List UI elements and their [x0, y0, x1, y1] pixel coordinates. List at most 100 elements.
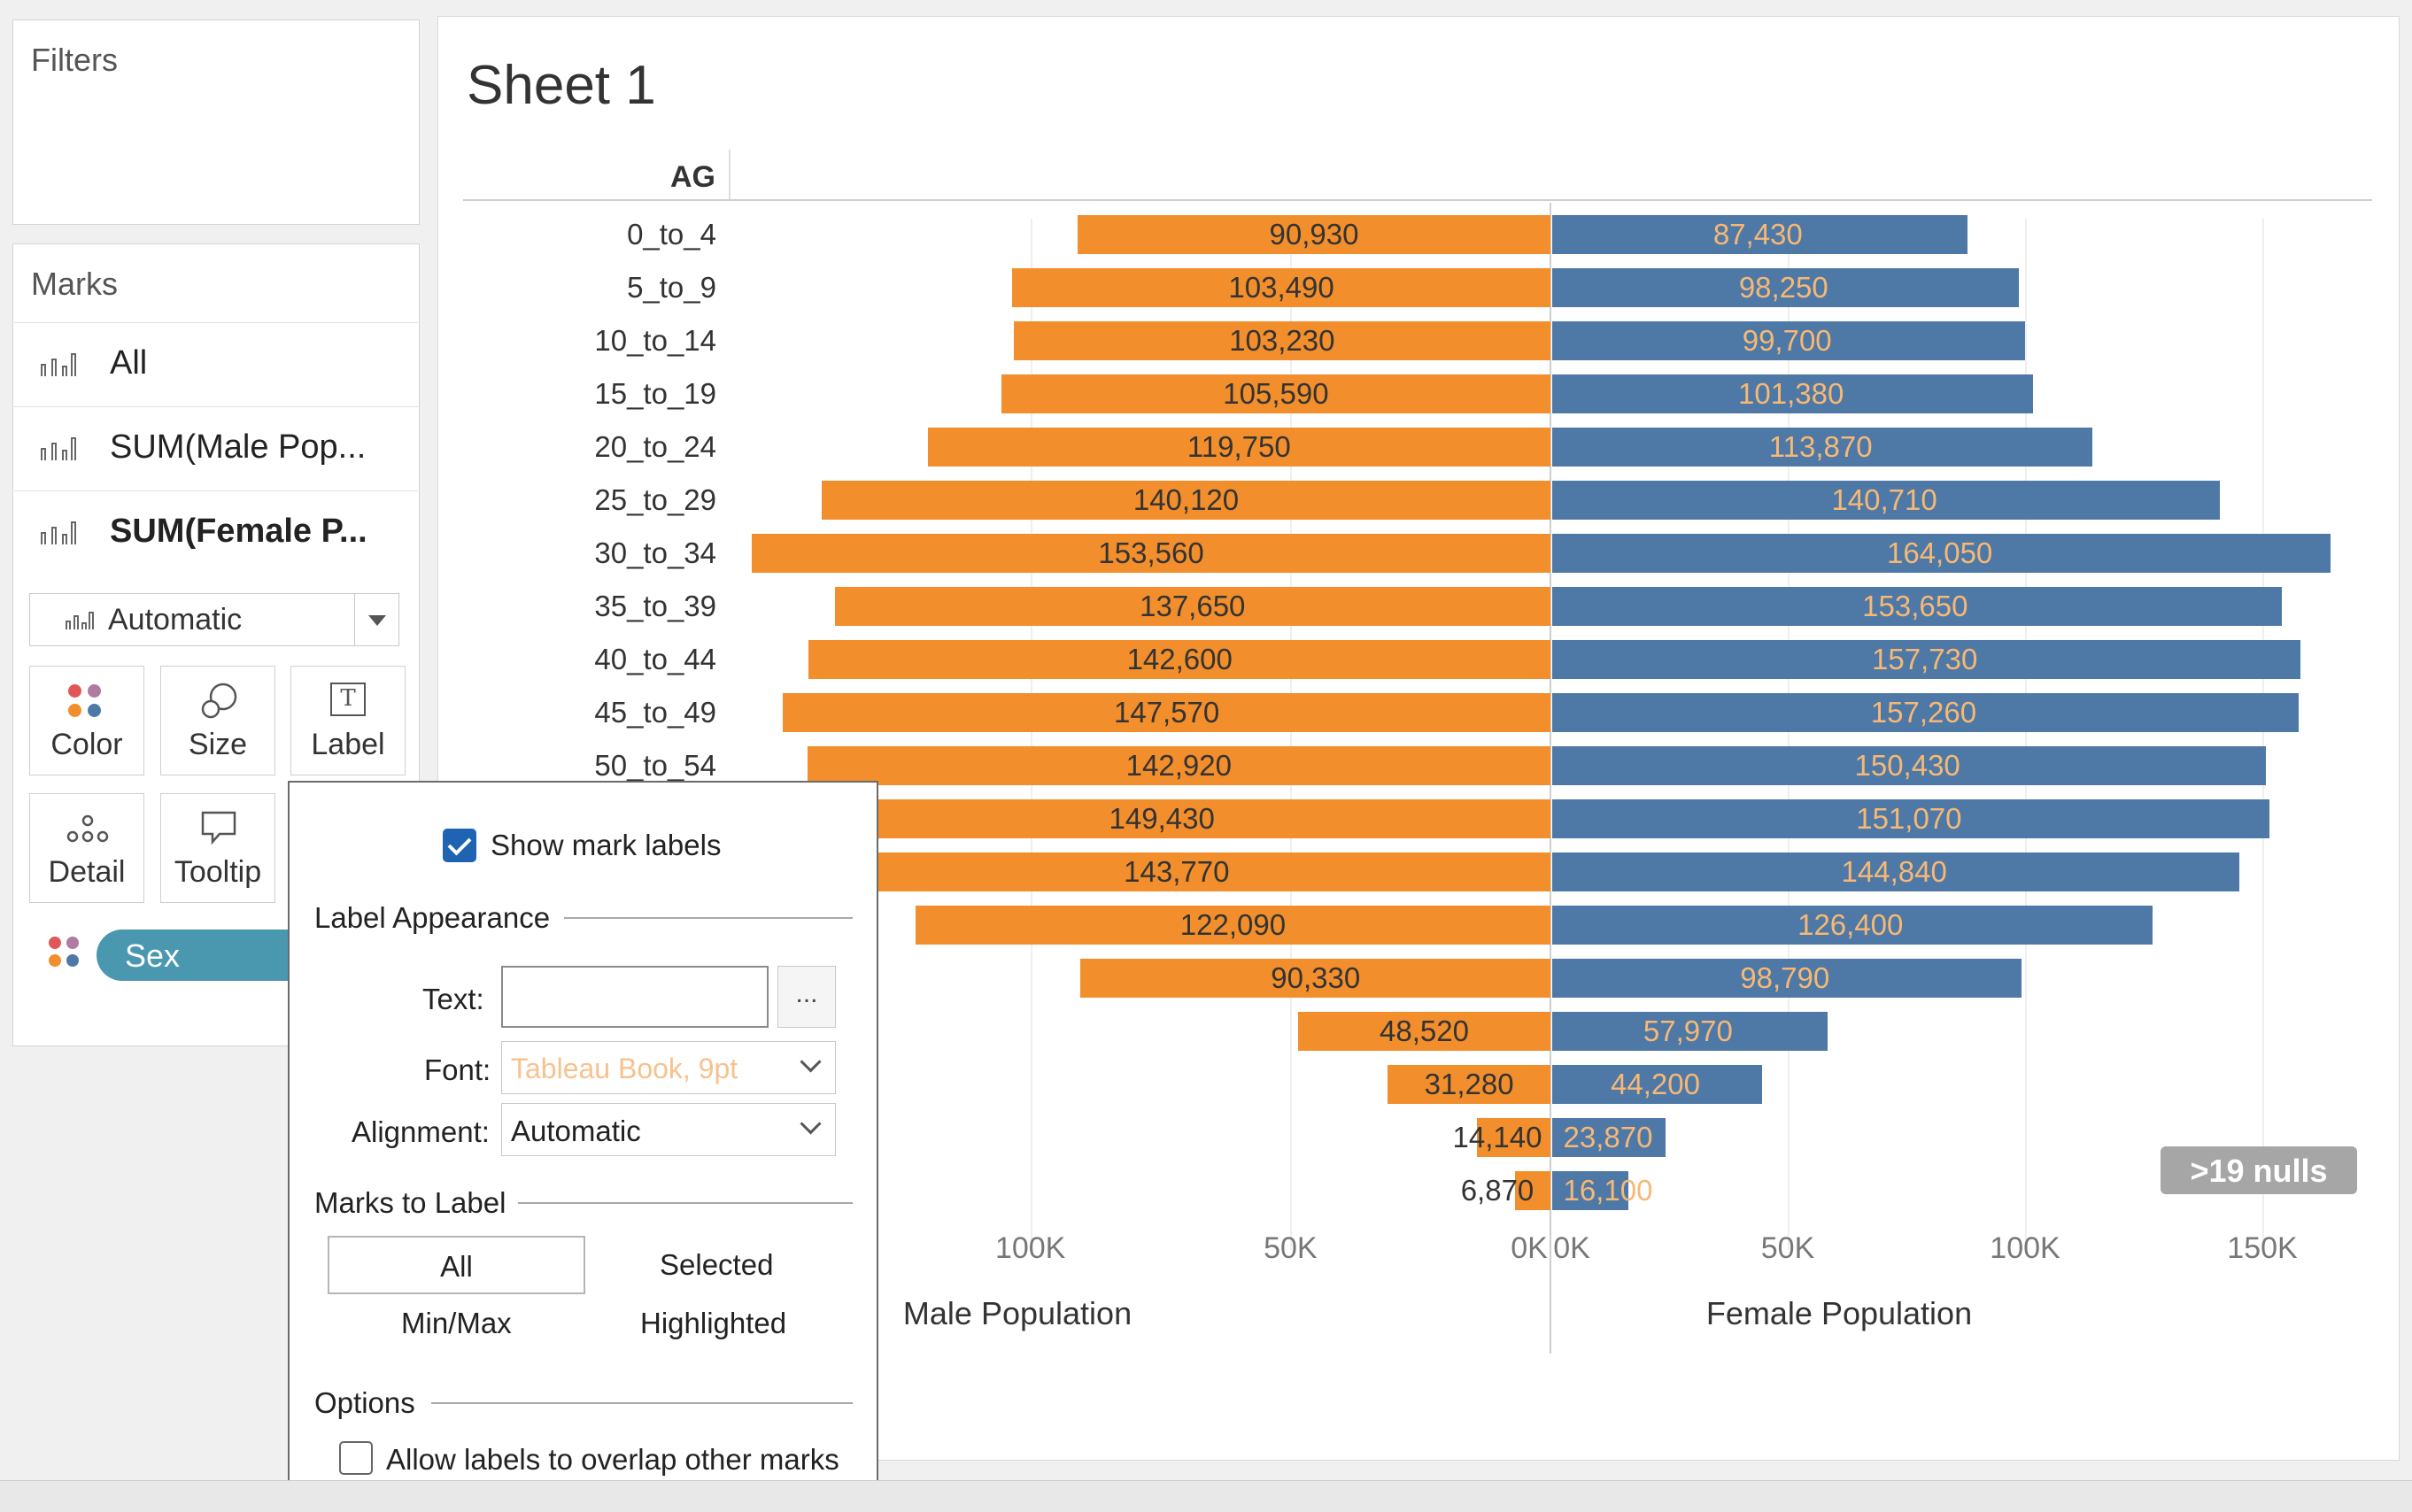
font-dropdown[interactable]: Tableau Book, 9pt [501, 1041, 836, 1094]
male-bar-label: 6,870 [1460, 1174, 1535, 1207]
female-bar[interactable] [1552, 534, 2331, 573]
male-bar[interactable] [752, 534, 1550, 573]
female-bar[interactable] [1552, 1065, 1762, 1104]
bar-chart-icon [41, 521, 76, 544]
female-bar[interactable] [1552, 587, 2282, 626]
alignment-dropdown[interactable]: Automatic [501, 1103, 836, 1156]
male-bar[interactable] [1388, 1065, 1550, 1104]
male-bar[interactable] [822, 481, 1550, 520]
female-bar[interactable] [1552, 268, 2019, 307]
male-bar[interactable] [807, 746, 1550, 785]
marks-to-label-heading: Marks to Label [314, 1186, 506, 1219]
marks-to-label-highlighted[interactable]: Highlighted [640, 1307, 787, 1339]
sheet-title: Sheet 1 [467, 55, 656, 116]
age-group-label: 20_to_24 [594, 430, 716, 463]
female-bar-label: 126,400 [1797, 908, 1904, 941]
age-group-label: 50_to_54 [594, 749, 716, 782]
female-bar[interactable] [1552, 1171, 1629, 1210]
show-mark-labels-label: Show mark labels [491, 829, 722, 861]
female-bar[interactable] [1552, 799, 2269, 838]
male-bar[interactable] [808, 640, 1550, 679]
male-bar[interactable] [915, 906, 1550, 945]
tooltip-card-label: Tooltip [174, 855, 262, 889]
label-card[interactable]: T Label [290, 666, 406, 775]
filters-shelf[interactable]: Filters [12, 19, 420, 225]
marks-to-label-minmax[interactable]: Min/Max [401, 1307, 512, 1339]
male-bar-label: 142,600 [1126, 643, 1233, 675]
nulls-badge[interactable]: >19 nulls [2161, 1146, 2357, 1194]
female-bar[interactable] [1552, 959, 2022, 998]
age-group-label: 35_to_39 [594, 590, 716, 622]
marks-row-all[interactable]: All [14, 322, 418, 406]
tooltip-card[interactable]: Tooltip [160, 793, 275, 903]
male-bar-label: 48,520 [1380, 1014, 1469, 1047]
male-axis-tick: 50K [1264, 1231, 1318, 1265]
size-card[interactable]: Size [160, 666, 275, 775]
male-bar-label: 103,230 [1229, 324, 1335, 357]
female-bar[interactable] [1552, 852, 2240, 891]
female-bar[interactable] [1552, 640, 2301, 679]
marks-row-label: All [110, 344, 148, 382]
color-card[interactable]: Color [29, 666, 144, 775]
female-bar-label: 140,710 [1831, 483, 1937, 516]
detail-card[interactable]: Detail [29, 793, 144, 903]
text-edit-button[interactable]: ... [777, 966, 836, 1028]
mark-type-dropdown[interactable]: Automatic [29, 593, 399, 646]
female-bar-label: 87,430 [1712, 218, 1803, 251]
male-bar[interactable] [834, 587, 1550, 626]
male-axis-tick: 0K [1511, 1231, 1548, 1265]
male-bar[interactable] [1077, 215, 1550, 254]
marks-title: Marks [31, 266, 118, 302]
male-bar-label: 142,920 [1125, 749, 1232, 782]
marks-card: Marks All SUM(Male Pop... SUM(Female P..… [12, 243, 420, 1046]
male-bar[interactable] [927, 428, 1550, 467]
female-bar[interactable] [1552, 321, 2026, 360]
female-bar[interactable] [1552, 1118, 1666, 1157]
female-bar-label: 98,790 [1740, 961, 1830, 994]
female-bar[interactable] [1552, 374, 2034, 413]
marks-to-label-selected[interactable]: Selected [660, 1248, 774, 1281]
age-group-label: 40_to_44 [594, 643, 716, 675]
female-bar[interactable] [1552, 428, 2093, 467]
label-card-label: Label [311, 728, 385, 761]
male-bar-label: 153,560 [1098, 536, 1204, 569]
female-bar[interactable] [1552, 906, 2153, 945]
gridline [1788, 219, 1790, 1250]
male-axis-title: Male Population [902, 1295, 1133, 1331]
female-bar-label: 16,100 [1563, 1174, 1653, 1207]
female-bar[interactable] [1552, 1012, 1828, 1051]
filters-title: Filters [31, 42, 118, 78]
female-bar-label: 101,380 [1738, 377, 1844, 410]
female-bar-label: 164,050 [1886, 536, 1993, 569]
female-bar[interactable] [1552, 746, 2267, 785]
male-bar[interactable] [783, 693, 1550, 732]
female-axis-title: Female Population [1705, 1295, 1973, 1331]
color-dots-icon [49, 937, 84, 972]
female-bar[interactable] [1552, 481, 2221, 520]
female-axis-tick: 0K [1553, 1231, 1590, 1265]
marks-row-male[interactable]: SUM(Male Pop... [14, 406, 418, 490]
ellipsis-icon: ... [795, 979, 818, 1008]
female-bar[interactable] [1552, 693, 2299, 732]
allow-overlap-checkbox[interactable] [339, 1441, 373, 1475]
female-bar-label: 113,870 [1768, 430, 1873, 463]
male-bar[interactable] [1476, 1118, 1550, 1157]
show-mark-labels-checkbox[interactable] [443, 829, 476, 862]
male-bar[interactable] [1514, 1171, 1550, 1210]
sex-pill-label: Sex [125, 937, 181, 974]
male-bar[interactable] [1298, 1012, 1550, 1051]
male-bar[interactable] [1001, 374, 1550, 413]
male-bar[interactable] [1012, 268, 1550, 307]
female-bar-label: 144,840 [1841, 855, 1947, 888]
male-bar[interactable] [802, 852, 1550, 891]
male-bar[interactable] [1080, 959, 1550, 998]
female-axis-tick: 50K [1760, 1231, 1815, 1265]
female-bar[interactable] [1552, 215, 1967, 254]
font-dropdown-value: Tableau Book, 9pt [511, 1053, 738, 1084]
marks-row-female[interactable]: SUM(Female P... [14, 490, 418, 575]
text-input[interactable] [501, 966, 769, 1028]
population-pyramid-chart[interactable]: 0_to_4 90,930 87,430 5_to_9 103,490 98,250 10_… [438, 17, 2399, 1460]
male-bar[interactable] [773, 799, 1550, 838]
marks-to-label-all[interactable]: All [328, 1236, 585, 1294]
male-bar[interactable] [1013, 321, 1550, 360]
